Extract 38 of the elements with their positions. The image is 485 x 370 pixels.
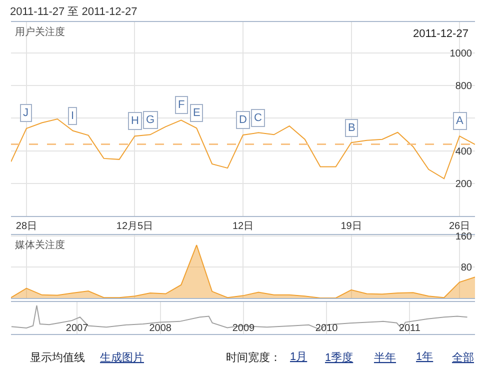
y-tick-label: 400 [455, 146, 472, 158]
annotation: C [254, 112, 262, 124]
annotation: G [146, 114, 155, 126]
x-tick-label: 2008 [149, 323, 172, 334]
y-tick-label: 160 [455, 232, 472, 243]
text: 1月 [290, 351, 308, 363]
text: 1年 [416, 351, 434, 363]
y-tick-label: 800 [455, 81, 472, 92]
y-axis-title: 用户关注度 [15, 26, 65, 38]
y-tick-label: 1000 [450, 48, 472, 60]
annotation: D [239, 114, 247, 126]
x-tick-label: 26日 [448, 221, 470, 232]
text: 1季度 [325, 351, 354, 364]
text: 显示均值线 [30, 351, 85, 364]
x-tick-label: 2010 [315, 323, 338, 334]
annotation: I [71, 110, 74, 122]
x-tick-label: 19日 [340, 221, 362, 232]
annotation: 2011-12-27 [413, 28, 468, 40]
x-tick-label: 2009 [232, 323, 256, 334]
annotation: H [131, 115, 139, 127]
x-tick-label: 28日 [16, 221, 38, 232]
annotation: E [193, 107, 200, 119]
text: 时间宽度： [226, 351, 281, 364]
text: 半年 [374, 351, 396, 364]
chart-title: 2011-11-27 至 2011-12-27 [10, 6, 138, 18]
x-tick-label: 12月5日 [116, 221, 154, 232]
y-tick-label: 200 [455, 178, 472, 190]
y-tick-label: 80 [460, 262, 472, 274]
x-tick-label: 2007 [66, 323, 89, 334]
x-tick-label: 12日 [232, 221, 254, 232]
annotation: A [456, 115, 464, 127]
annotation: J [23, 107, 28, 119]
annotation: F [178, 99, 185, 111]
text: 全部 [452, 351, 474, 364]
y-axis-title: 媒体关注度 [15, 239, 65, 251]
x-tick-label: 2011 [398, 323, 421, 334]
annotation: B [348, 122, 356, 134]
text: 生成图片 [100, 351, 144, 364]
